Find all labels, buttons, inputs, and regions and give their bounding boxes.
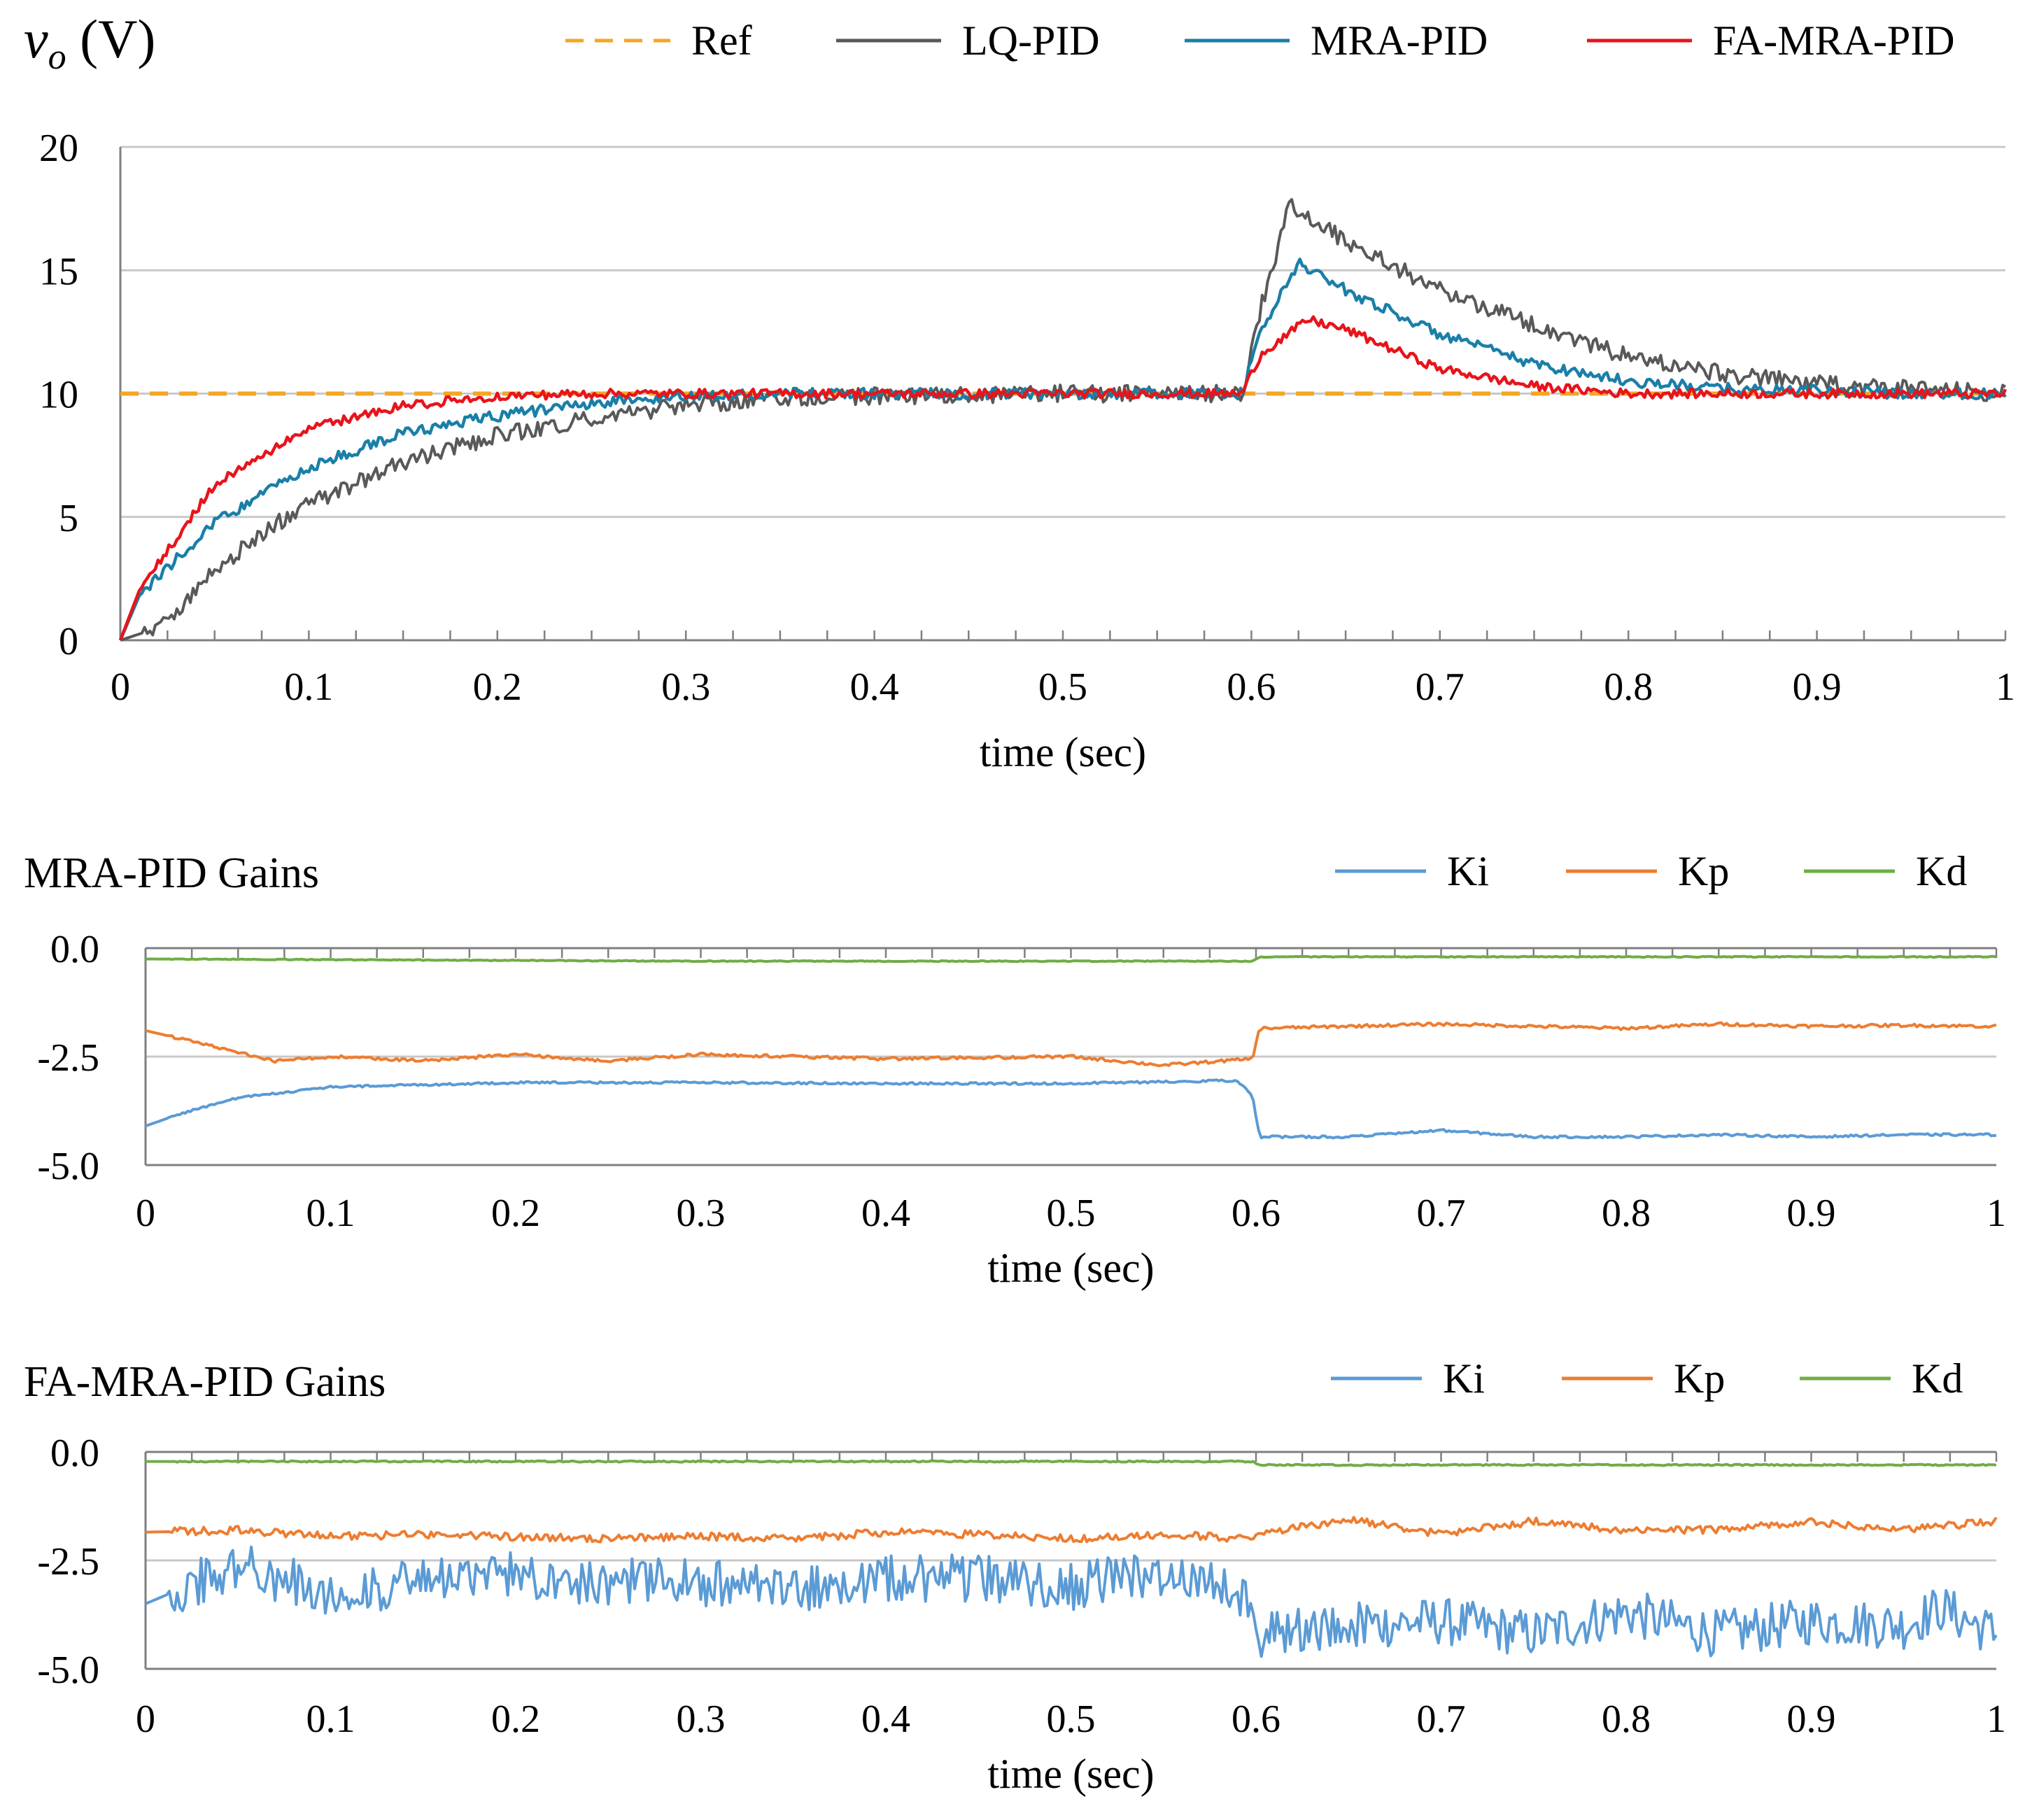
- x-tick-label: 0.7: [1417, 1192, 1466, 1235]
- y-axis-label: vo (V): [24, 8, 155, 77]
- y-tick-label: 20: [39, 127, 78, 170]
- x-axis-label: time (sec): [987, 1245, 1154, 1291]
- x-tick-label: 0: [136, 1192, 155, 1235]
- legend-label: Ref: [691, 17, 752, 64]
- series-line-kp: [145, 1516, 1998, 1544]
- x-tick-label: 0.4: [861, 1698, 910, 1741]
- x-tick-label: 0.6: [1232, 1698, 1280, 1741]
- y-tick-label: 0: [59, 620, 78, 663]
- x-tick-label: 0.4: [861, 1192, 910, 1235]
- series-line-mra-pid: [118, 258, 2007, 641]
- chart-panel-1: 0.0 -2.5 -5.0 0 0.1 0.2 0.3 0.4 0.5 0.6 0.7 0.8 0.9 1…: [24, 848, 2006, 1291]
- x-tick-label: 0.8: [1602, 1698, 1651, 1741]
- y-tick-label: 15: [39, 250, 78, 293]
- x-tick-label: 0.8: [1602, 1192, 1651, 1235]
- x-tick-label: 0.9: [1787, 1698, 1836, 1741]
- x-tick-label: 0.2: [491, 1192, 540, 1235]
- x-tick-label: 0.6: [1227, 665, 1276, 709]
- legend-label: Kp: [1678, 848, 1729, 894]
- y-tick-label: -5.0: [37, 1649, 99, 1692]
- x-tick-label: 0.2: [491, 1698, 540, 1741]
- x-tick-label: 0.8: [1604, 665, 1653, 709]
- x-tick-label: 0.3: [661, 665, 710, 709]
- chart-panel-0: 0 5 10 15 20 0 0.1 0.2 0.3 0.4 0.5 0.6 0.7 0.8 0.9 1 tim…: [24, 8, 2015, 775]
- x-tick-label: 0.1: [284, 665, 333, 709]
- y-tick-label: 10: [39, 374, 78, 417]
- y-tick-label: 0.0: [50, 1432, 99, 1475]
- x-tick-label: 0.9: [1793, 665, 1842, 709]
- panel-title: MRA-PID Gains: [24, 849, 319, 897]
- x-tick-label: 0.7: [1417, 1698, 1466, 1741]
- legend-label: Ki: [1443, 1355, 1485, 1402]
- x-tick-label: 0.5: [1047, 1192, 1096, 1235]
- x-tick-label: 1: [1996, 665, 2015, 709]
- x-axis-label: time (sec): [987, 1751, 1154, 1797]
- legend-label: Kd: [1916, 848, 1967, 894]
- x-tick-label: 0.5: [1038, 665, 1087, 709]
- series-line-kd: [146, 1459, 1997, 1467]
- x-tick-label: 0.5: [1047, 1698, 1096, 1741]
- y-label-subscript: o: [48, 37, 66, 77]
- x-tick-label: 0.1: [306, 1698, 355, 1741]
- x-tick-label: 1: [1987, 1192, 2006, 1235]
- x-tick-label: 0.1: [306, 1192, 355, 1235]
- x-tick-label: 0.7: [1416, 665, 1465, 709]
- series-line-ki: [145, 1078, 1997, 1140]
- y-label-symbol: v: [24, 8, 48, 69]
- y-tick-label: 0.0: [50, 928, 99, 971]
- panel-title: FA-MRA-PID Gains: [24, 1358, 386, 1406]
- x-tick-label: 0.4: [850, 665, 899, 709]
- series-line-kp: [145, 1021, 1997, 1068]
- series-line-lq-pid: [120, 198, 2007, 642]
- y-tick-label: -5.0: [37, 1145, 99, 1188]
- y-tick-label: 5: [59, 497, 78, 540]
- x-tick-label: 0: [111, 665, 130, 709]
- x-tick-label: 0.2: [473, 665, 522, 709]
- series-line-ki: [145, 1545, 1998, 1658]
- x-tick-label: 0: [136, 1698, 155, 1741]
- legend-label: FA-MRA-PID: [1713, 17, 1955, 64]
- x-tick-label: 0.6: [1232, 1192, 1280, 1235]
- y-tick-label: -2.5: [37, 1036, 99, 1080]
- x-tick-label: 0.3: [677, 1698, 726, 1741]
- series-line-fa-mra-pid: [118, 315, 2008, 641]
- y-tick-label: -2.5: [37, 1540, 99, 1583]
- series-line-kd: [146, 954, 1997, 964]
- x-tick-label: 0.9: [1787, 1192, 1836, 1235]
- x-tick-label: 1: [1987, 1698, 2006, 1741]
- legend-label: Kp: [1674, 1355, 1725, 1402]
- y-label-unit: (V): [66, 8, 156, 69]
- chart-panel-2: 0.0 -2.5 -5.0 0 0.1 0.2 0.3 0.4 0.5 0.6 0.7 0.8 0.9 1…: [24, 1355, 2006, 1797]
- legend-label: MRA-PID: [1311, 17, 1488, 64]
- x-axis-label: time (sec): [980, 729, 1146, 775]
- legend-label: Kd: [1912, 1355, 1963, 1402]
- legend-label: Ki: [1447, 848, 1489, 894]
- legend-label: LQ-PID: [962, 17, 1100, 64]
- x-tick-label: 0.3: [677, 1192, 726, 1235]
